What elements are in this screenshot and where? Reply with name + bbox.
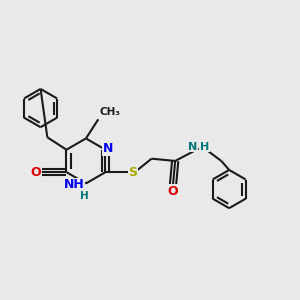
Text: O: O (30, 166, 41, 179)
Text: N: N (188, 142, 197, 152)
Text: N: N (103, 142, 113, 154)
Text: H: H (80, 191, 89, 201)
Text: H: H (200, 142, 209, 152)
Text: S: S (128, 166, 137, 179)
Text: O: O (168, 185, 178, 198)
Text: CH₃: CH₃ (100, 107, 121, 117)
Text: NH: NH (64, 178, 84, 191)
